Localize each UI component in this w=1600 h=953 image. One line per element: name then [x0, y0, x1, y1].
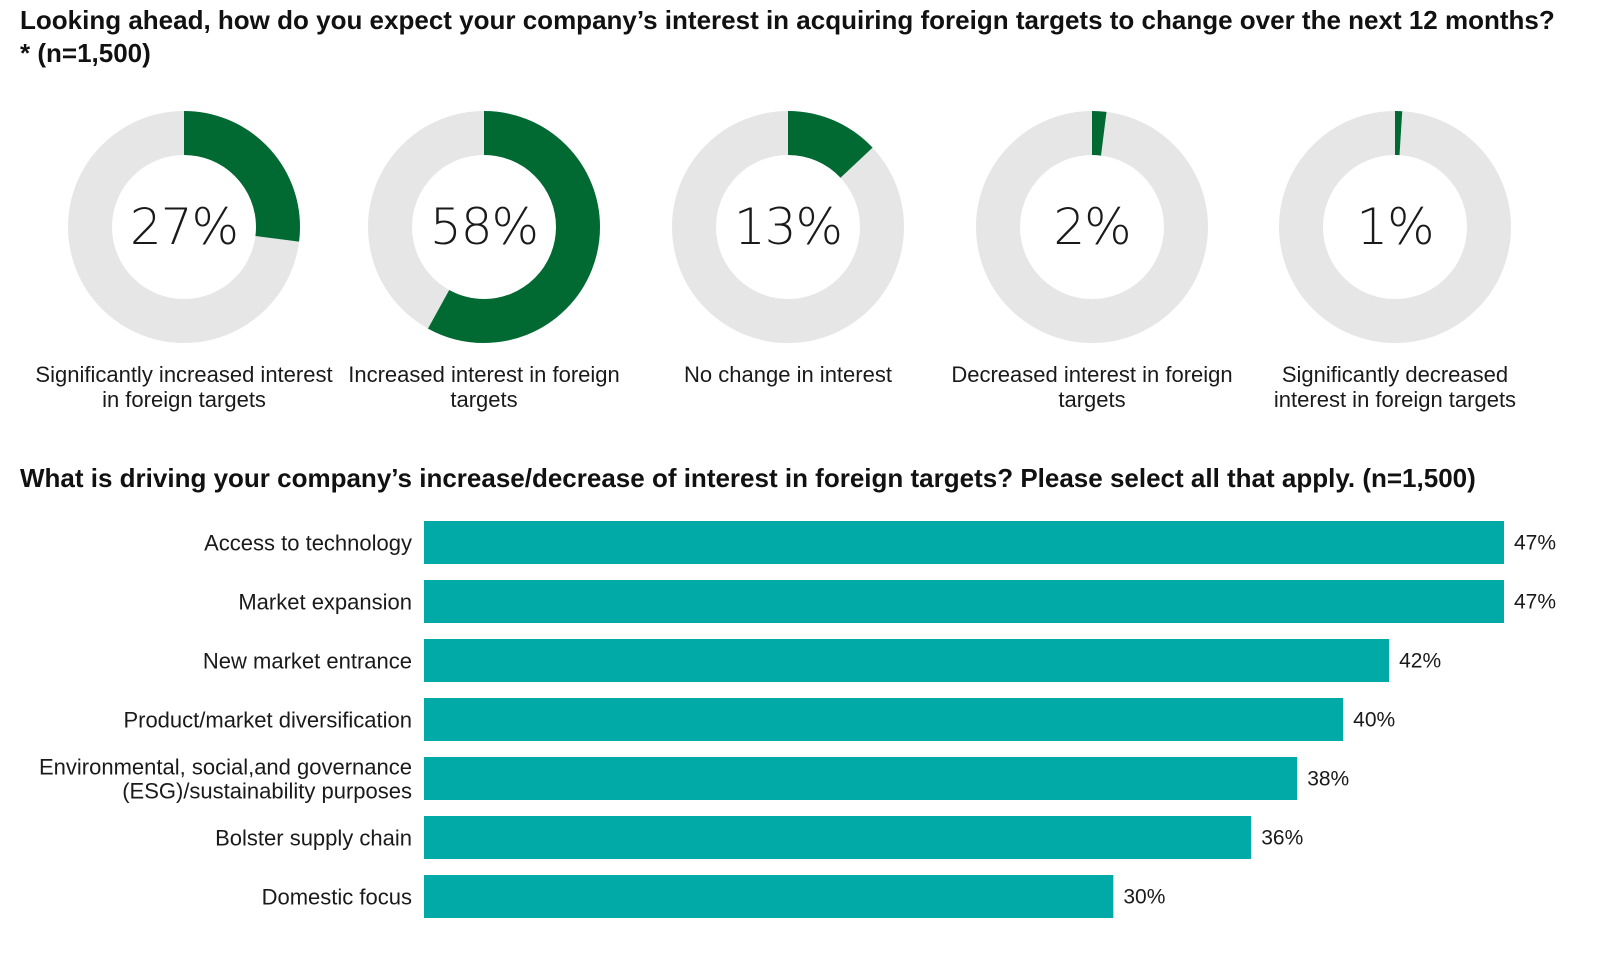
- donut-percent-label: 58%: [429, 198, 539, 256]
- donut-percent-label: 13%: [733, 198, 843, 256]
- donut-chart: 1%: [1278, 110, 1512, 344]
- bar-category-label: Bolster supply chain: [215, 826, 412, 851]
- bar-category-label: Product/market diversification: [123, 708, 412, 733]
- donut-percent-label: 2%: [1053, 198, 1131, 256]
- bar-category-label: Market expansion: [238, 590, 412, 615]
- bar-category-label: Access to technology: [204, 531, 412, 556]
- bar-category-label: (ESG)/sustainability purposes: [122, 779, 412, 804]
- donut-category-label: No change in interest: [684, 362, 892, 387]
- top-chart-title: Looking ahead, how do you expect your co…: [20, 5, 1555, 68]
- donut-slice: [368, 111, 600, 343]
- bar: [424, 580, 1504, 623]
- donut-category-label: Significantly increased interest in fore…: [35, 362, 333, 412]
- donut-chart: 2%: [975, 110, 1209, 344]
- bar: [424, 816, 1252, 859]
- bar: [424, 639, 1390, 682]
- donut-category-label: Increased interest in foreign targets: [348, 362, 620, 412]
- bar-value-label: 47%: [1514, 591, 1556, 614]
- bar: [424, 521, 1504, 564]
- bar: [424, 757, 1298, 800]
- donut-chart: 13%: [671, 110, 905, 344]
- bar-chart: 47% Access to technology 47% Market expansi…: [39, 521, 1556, 918]
- donut-slice: [976, 111, 1208, 343]
- bar-category-label: New market entrance: [203, 649, 412, 674]
- donut-slice: [68, 111, 300, 343]
- donut-slice: [672, 111, 904, 343]
- bar-value-label: 30%: [1123, 886, 1165, 909]
- bottom-chart-title: What is driving your company’s increase/…: [20, 463, 1476, 493]
- bar-value-label: 47%: [1514, 532, 1556, 555]
- bar: [424, 875, 1114, 918]
- bar-value-label: 40%: [1353, 709, 1395, 732]
- donut-chart: 27%: [67, 110, 301, 344]
- donut-chart: 58%: [367, 110, 601, 344]
- bar-value-label: 38%: [1307, 768, 1349, 791]
- donut-category-label: Significantly decreased interest in fore…: [1273, 362, 1517, 412]
- bar-category-label: Domestic focus: [262, 885, 412, 910]
- bar: [424, 698, 1344, 741]
- donut-percent-label: 1%: [1356, 198, 1434, 256]
- bar-value-label: 42%: [1399, 650, 1441, 673]
- bar-value-label: 36%: [1261, 827, 1303, 850]
- donut-category-label: Decreased interest in foreign targets: [951, 362, 1233, 412]
- donut-slice: [1279, 111, 1511, 343]
- bar-category-label: Environmental, social,and governance: [39, 755, 412, 780]
- donut-percent-label: 27%: [129, 198, 239, 256]
